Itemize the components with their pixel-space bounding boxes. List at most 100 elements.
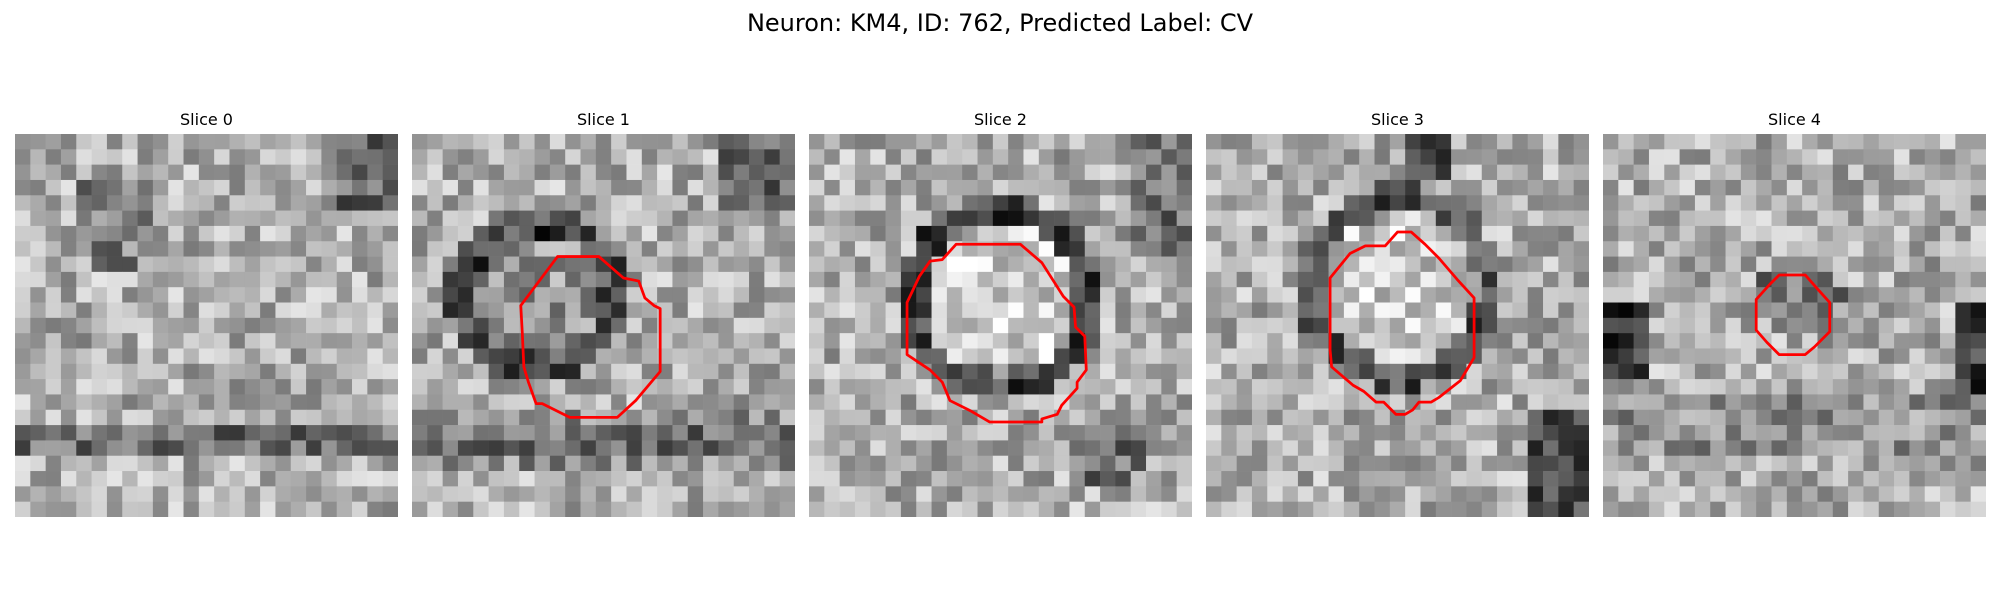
pixel-cell [1786, 348, 1803, 365]
pixel-cell [1374, 363, 1391, 380]
pixel-cell [1435, 333, 1452, 349]
pixel-cell [1878, 333, 1895, 349]
pixel-cell [1543, 287, 1559, 303]
pixel-cell [488, 348, 505, 365]
pixel-cell [1802, 363, 1818, 380]
pixel-cell [1894, 271, 1910, 288]
pixel-cell [1420, 164, 1437, 181]
pixel-cell [580, 302, 597, 319]
pixel-cell [1466, 210, 1483, 227]
pixel-cell [1817, 149, 1834, 165]
pixel-cell [1282, 425, 1299, 441]
pixel-cell [260, 379, 276, 395]
pixel-cell [76, 363, 92, 380]
pixel-cell [1405, 256, 1421, 273]
pixel-cell [549, 394, 566, 411]
pixel-cell [931, 425, 948, 441]
pixel-cell [733, 134, 750, 150]
pixel-cell [1297, 271, 1314, 288]
pixel-cell [1359, 486, 1375, 502]
pixel-cell [1236, 164, 1253, 181]
pixel-cell [306, 486, 322, 502]
pixel-cell [214, 179, 230, 196]
pixel-cell [1343, 363, 1360, 380]
pixel-cell [198, 409, 215, 426]
pixel-cell [1130, 455, 1147, 472]
pixel-cell [1633, 317, 1650, 334]
pixel-cell [1664, 302, 1680, 319]
pixel-cell [1802, 210, 1818, 227]
pixel-cell [1558, 179, 1574, 196]
pixel-cell [1710, 271, 1726, 288]
pixel-cell [1970, 486, 1986, 502]
pixel-cell [534, 333, 551, 349]
pixel-cell [1100, 486, 1116, 502]
pixel-cell [1710, 134, 1726, 150]
pixel-cell [1054, 379, 1070, 395]
pixel-cell [1863, 256, 1880, 273]
pixel-cell [580, 363, 597, 380]
pixel-cell [657, 271, 673, 288]
pixel-cell [442, 394, 459, 411]
pixel-cell [657, 164, 673, 181]
pixel-cell [122, 271, 138, 288]
pixel-cell [214, 333, 230, 349]
pixel-cell [1069, 440, 1086, 457]
pixel-cell [1664, 363, 1680, 380]
pixel-cell [1648, 149, 1665, 165]
pixel-cell [1069, 134, 1086, 150]
pixel-cell [1389, 501, 1406, 517]
pixel-cell [809, 149, 825, 165]
pixel-cell [91, 134, 108, 150]
pixel-cell [321, 179, 338, 196]
pixel-cell [1512, 256, 1529, 273]
pixel-cell [1832, 256, 1849, 273]
pixel-cell [152, 333, 169, 349]
pixel-cell [321, 241, 338, 257]
pixel-cell [1832, 394, 1849, 411]
pixel-cell [137, 210, 154, 227]
pixel-cell [336, 241, 353, 257]
pixel-cell [382, 287, 398, 303]
pixel-cell [1359, 287, 1375, 303]
pixel-cell [1054, 134, 1070, 150]
pixel-cell [703, 134, 719, 150]
pixel-cell [1771, 287, 1788, 303]
pixel-cell [473, 149, 489, 165]
pixel-cell [457, 317, 474, 334]
pixel-cell [1008, 501, 1024, 517]
pixel-cell [977, 455, 994, 472]
pixel-cell [1664, 195, 1680, 211]
pixel-cell [809, 317, 825, 334]
pixel-cell [168, 486, 184, 502]
pixel-cell [1251, 179, 1268, 196]
pixel-cell [1940, 379, 1956, 395]
pixel-cell [703, 317, 719, 334]
pixel-cell [1756, 179, 1772, 196]
pixel-cell [1802, 471, 1818, 487]
pixel-cell [519, 179, 535, 196]
pixel-cell [1527, 225, 1544, 242]
pixel-cell [657, 225, 673, 242]
pixel-cell [1328, 333, 1345, 349]
pixel-cell [352, 471, 368, 487]
pixel-cell [1543, 486, 1559, 502]
pixel-cell [1497, 271, 1513, 288]
pixel-cell [1267, 425, 1283, 441]
pixel-cell [779, 256, 795, 273]
pixel-cell [473, 271, 489, 288]
pixel-cell [229, 455, 246, 472]
pixel-cell [229, 348, 246, 365]
pixel-cell [779, 409, 795, 426]
pixel-cell [595, 348, 612, 365]
pixel-cell [1558, 195, 1574, 211]
pixel-cell [718, 394, 735, 411]
pixel-cell [1679, 317, 1696, 334]
pixel-cell [1955, 409, 1971, 426]
pixel-cell [1176, 501, 1192, 517]
pixel-cell [1817, 501, 1834, 517]
pixel-cell [336, 471, 353, 487]
pixel-cell [503, 425, 520, 441]
pixel-cell [1146, 179, 1162, 196]
pixel-cell [321, 134, 338, 150]
